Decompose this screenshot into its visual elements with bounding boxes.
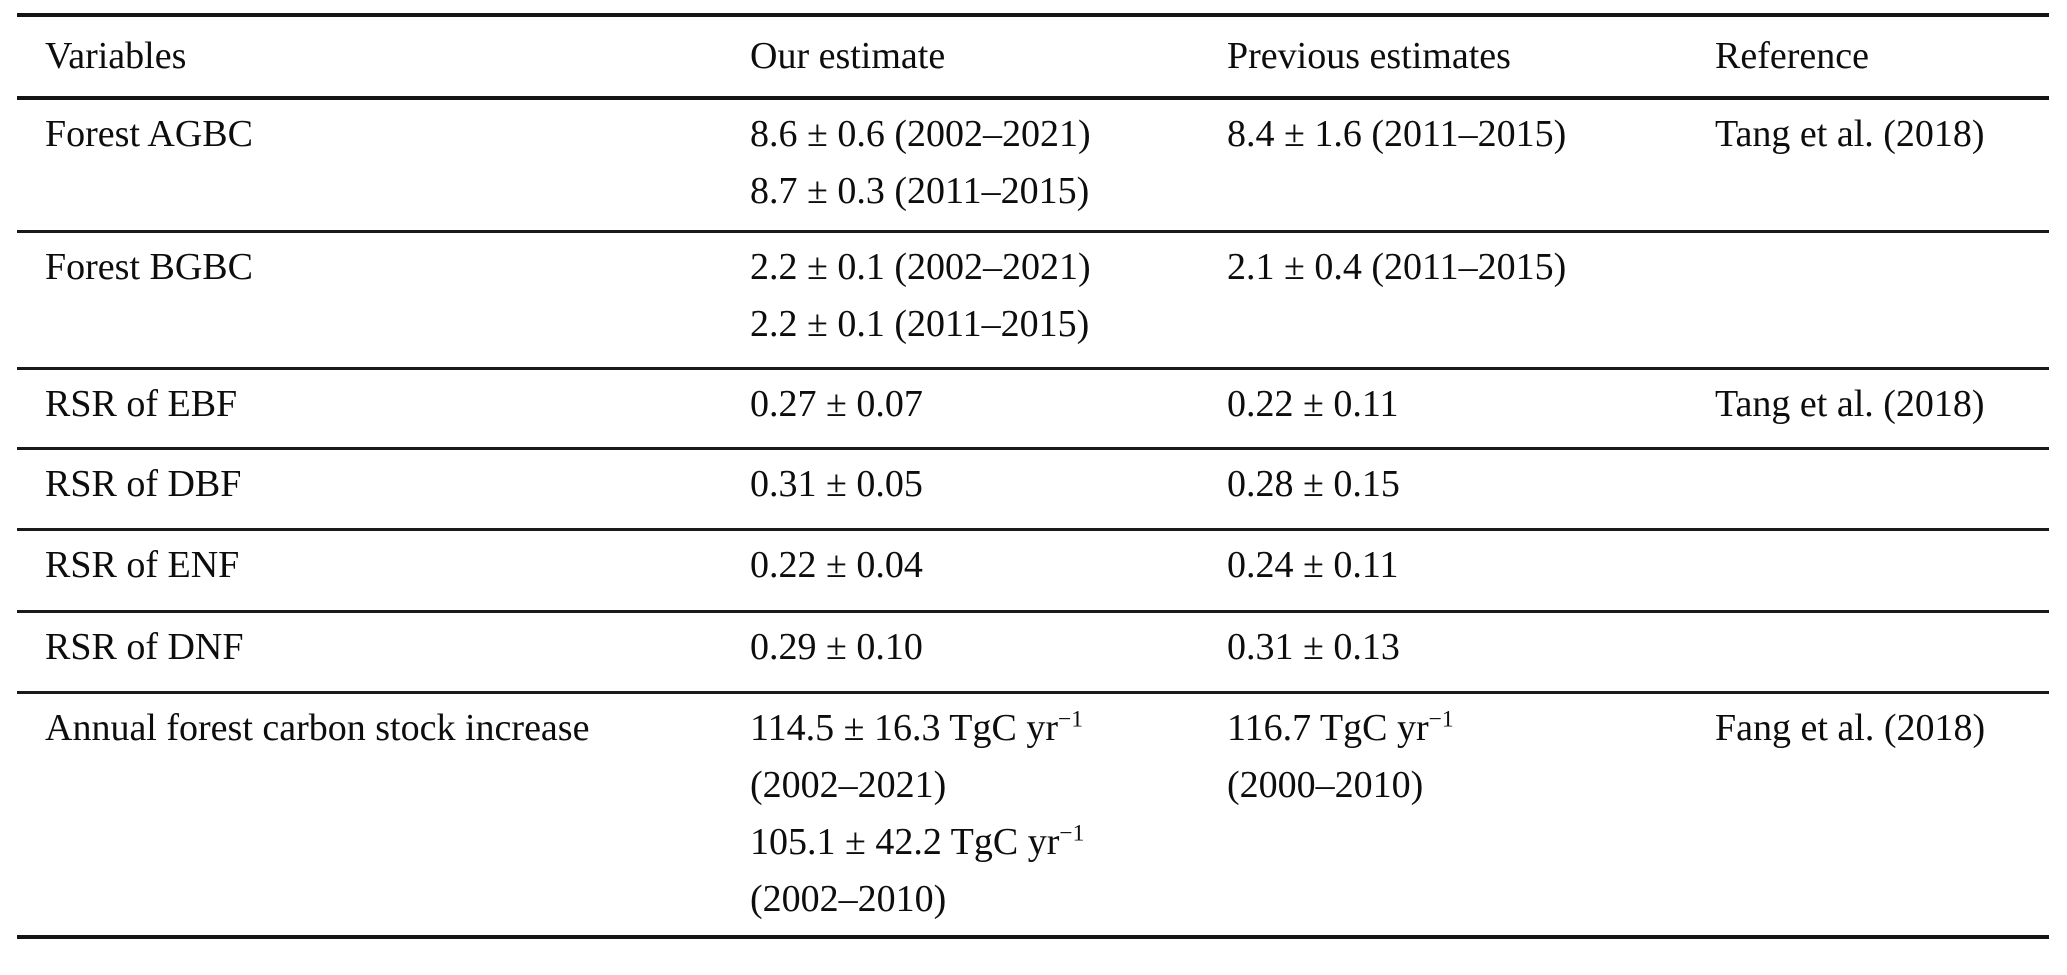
variable-label: RSR of EBF: [45, 382, 238, 425]
reference-citation: Tang et al. (2018): [1715, 113, 1985, 155]
superscript-exponent: −1: [1059, 819, 1085, 846]
superscript-exponent: −1: [1428, 705, 1454, 732]
estimate-value: 0.31 ± 0.05: [750, 462, 923, 505]
estimate-value: 0.22 ± 0.04: [750, 543, 923, 586]
cell-our-estimate: 0.27 ± 0.07: [750, 368, 1227, 448]
estimates-table: Variables Our estimate Previous estimate…: [17, 13, 2049, 939]
estimate-value: 114.5 ± 16.3 TgC yr−1: [750, 705, 1084, 749]
previous-estimate-value: 0.22 ± 0.11: [1227, 382, 1399, 425]
variable-label: Forest AGBC: [45, 113, 253, 155]
cell-our-estimate: 2.2 ± 0.1 (2002–2021) 2.2 ± 0.1 (2011–20…: [750, 231, 1227, 368]
estimate-value: 105.1 ± 42.2 TgC yr−1: [750, 819, 1085, 863]
cell-variable: Forest BGBC: [17, 231, 750, 368]
variable-label: RSR of DBF: [45, 462, 242, 505]
reference-citation: Fang et al. (2018): [1715, 706, 1986, 749]
cell-previous-estimates: 0.31 ± 0.13: [1227, 611, 1715, 692]
estimate-value: 2.2 ± 0.1 (2002–2021): [750, 245, 1091, 288]
estimate-value: 8.7 ± 0.3 (2011–2015): [750, 170, 1090, 212]
estimate-value: 0.27 ± 0.07: [750, 382, 923, 425]
cell-previous-estimates: 2.1 ± 0.4 (2011–2015): [1227, 231, 1715, 368]
cell-reference: Tang et al. (2018): [1715, 368, 2049, 448]
header-row: Variables Our estimate Previous estimate…: [17, 15, 2049, 100]
variable-label: RSR of DNF: [45, 625, 244, 668]
cell-our-estimate: 0.31 ± 0.05: [750, 448, 1227, 529]
cell-previous-estimates: 0.24 ± 0.11: [1227, 529, 1715, 611]
table-row: Annual forest carbon stock increase 114.…: [17, 692, 2049, 937]
cell-previous-estimates: 8.4 ± 1.6 (2011–2015): [1227, 98, 1715, 231]
estimate-value: 2.2 ± 0.1 (2011–2015): [750, 302, 1090, 345]
cell-variable: Annual forest carbon stock increase: [17, 692, 750, 937]
cell-reference: [1715, 611, 2049, 692]
table-row: RSR of DBF 0.31 ± 0.05 0.28 ± 0.15: [17, 448, 2049, 529]
cell-our-estimate: 0.22 ± 0.04: [750, 529, 1227, 611]
table-row: Forest BGBC 2.2 ± 0.1 (2002–2021) 2.2 ± …: [17, 231, 2049, 368]
cell-variable: Forest AGBC: [17, 98, 750, 231]
cell-variable: RSR of DBF: [17, 448, 750, 529]
cell-reference: Fang et al. (2018): [1715, 692, 2049, 937]
cell-variable: RSR of ENF: [17, 529, 750, 611]
cell-previous-estimates: 0.22 ± 0.11: [1227, 368, 1715, 448]
table-body: Forest AGBC 8.6 ± 0.6 (2002–2021) 8.7 ± …: [17, 98, 2049, 937]
column-header-our-estimate: Our estimate: [750, 15, 1227, 100]
cell-variable: RSR of DNF: [17, 611, 750, 692]
cell-our-estimate: 8.6 ± 0.6 (2002–2021) 8.7 ± 0.3 (2011–20…: [750, 98, 1227, 231]
variable-label: RSR of ENF: [45, 543, 240, 586]
previous-estimate-value: 2.1 ± 0.4 (2011–2015): [1227, 245, 1567, 288]
column-header-variables: Variables: [17, 15, 750, 100]
previous-estimate-value: 0.28 ± 0.15: [1227, 462, 1400, 505]
cell-our-estimate: 114.5 ± 16.3 TgC yr−1 (2002–2021) 105.1 …: [750, 692, 1227, 937]
column-header-reference: Reference: [1715, 15, 2049, 100]
estimate-period: (2002–2010): [750, 877, 947, 920]
cell-our-estimate: 0.29 ± 0.10: [750, 611, 1227, 692]
column-header-previous-estimates: Previous estimates: [1227, 15, 1715, 100]
estimate-value: 0.29 ± 0.10: [750, 625, 923, 668]
table-row: RSR of EBF 0.27 ± 0.07 0.22 ± 0.11 Tang …: [17, 368, 2049, 448]
cell-variable: RSR of EBF: [17, 368, 750, 448]
previous-estimate-value: 0.24 ± 0.11: [1227, 543, 1399, 586]
previous-estimate-value: 8.4 ± 1.6 (2011–2015): [1227, 113, 1567, 155]
cell-previous-estimates: 116.7 TgC yr−1 (2000–2010): [1227, 692, 1715, 937]
estimate-period: (2002–2021): [750, 763, 947, 806]
superscript-exponent: −1: [1057, 705, 1084, 732]
cell-reference: [1715, 231, 2049, 368]
table-row: Forest AGBC 8.6 ± 0.6 (2002–2021) 8.7 ± …: [17, 98, 2049, 231]
estimate-value: 8.6 ± 0.6 (2002–2021): [750, 113, 1091, 155]
cell-reference: [1715, 529, 2049, 611]
table-row: RSR of DNF 0.29 ± 0.10 0.31 ± 0.13: [17, 611, 2049, 692]
variable-label: Annual forest carbon stock increase: [45, 706, 590, 749]
variable-label: Forest BGBC: [45, 245, 253, 288]
table-row: RSR of ENF 0.22 ± 0.04 0.24 ± 0.11: [17, 529, 2049, 611]
table-header: Variables Our estimate Previous estimate…: [17, 15, 2049, 100]
previous-estimate-value: 0.31 ± 0.13: [1227, 625, 1400, 668]
cell-previous-estimates: 0.28 ± 0.15: [1227, 448, 1715, 529]
reference-citation: Tang et al. (2018): [1715, 382, 1985, 425]
estimate-period: (2000–2010): [1227, 763, 1424, 806]
previous-estimate-value: 116.7 TgC yr−1: [1227, 705, 1454, 749]
cell-reference: [1715, 448, 2049, 529]
cell-reference: Tang et al. (2018): [1715, 98, 2049, 231]
